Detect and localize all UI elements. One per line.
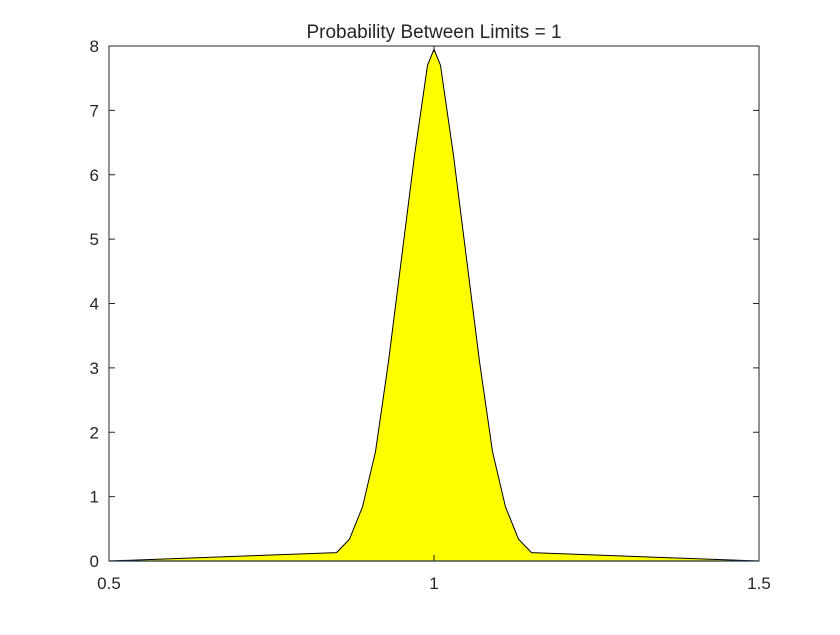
x-tick-label: 1 — [429, 574, 438, 593]
chart-title: Probability Between Limits = 1 — [306, 22, 561, 43]
y-tick-label: 2 — [90, 423, 99, 442]
plot-area — [109, 49, 759, 561]
y-tick-label: 6 — [90, 166, 99, 185]
y-tick-label: 1 — [90, 488, 99, 507]
y-tick-label: 0 — [90, 552, 99, 571]
x-tick-label: 1.5 — [747, 574, 771, 593]
y-tick-label: 8 — [90, 37, 99, 56]
y-tick-label: 7 — [90, 101, 99, 120]
y-tick-label: 5 — [90, 230, 99, 249]
y-tick-label: 3 — [90, 359, 99, 378]
x-tick-label: 0.5 — [97, 574, 121, 593]
y-tick-label: 4 — [90, 295, 99, 314]
area-fill-series-0 — [109, 49, 759, 561]
